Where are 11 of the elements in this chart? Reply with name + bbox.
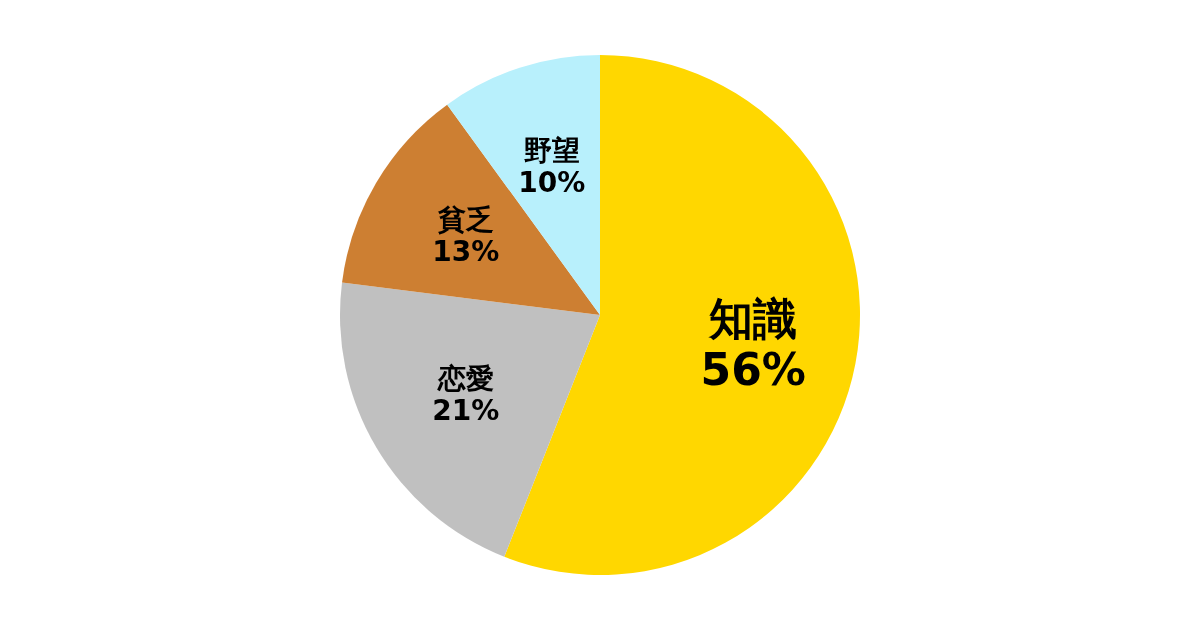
data-label: 21% [432,394,500,428]
slice-label: 恋愛 [436,361,494,395]
pie-slice [342,104,600,315]
pie-slice [504,55,860,575]
slice-label: 野望 [523,134,580,168]
pie-slice [340,282,600,557]
data-label: 10% [518,166,586,200]
slice-label: 貧乏 [436,202,494,236]
slice-label: 知識 [708,293,798,345]
data-label: 13% [432,235,500,269]
data-label: 56% [700,344,806,396]
